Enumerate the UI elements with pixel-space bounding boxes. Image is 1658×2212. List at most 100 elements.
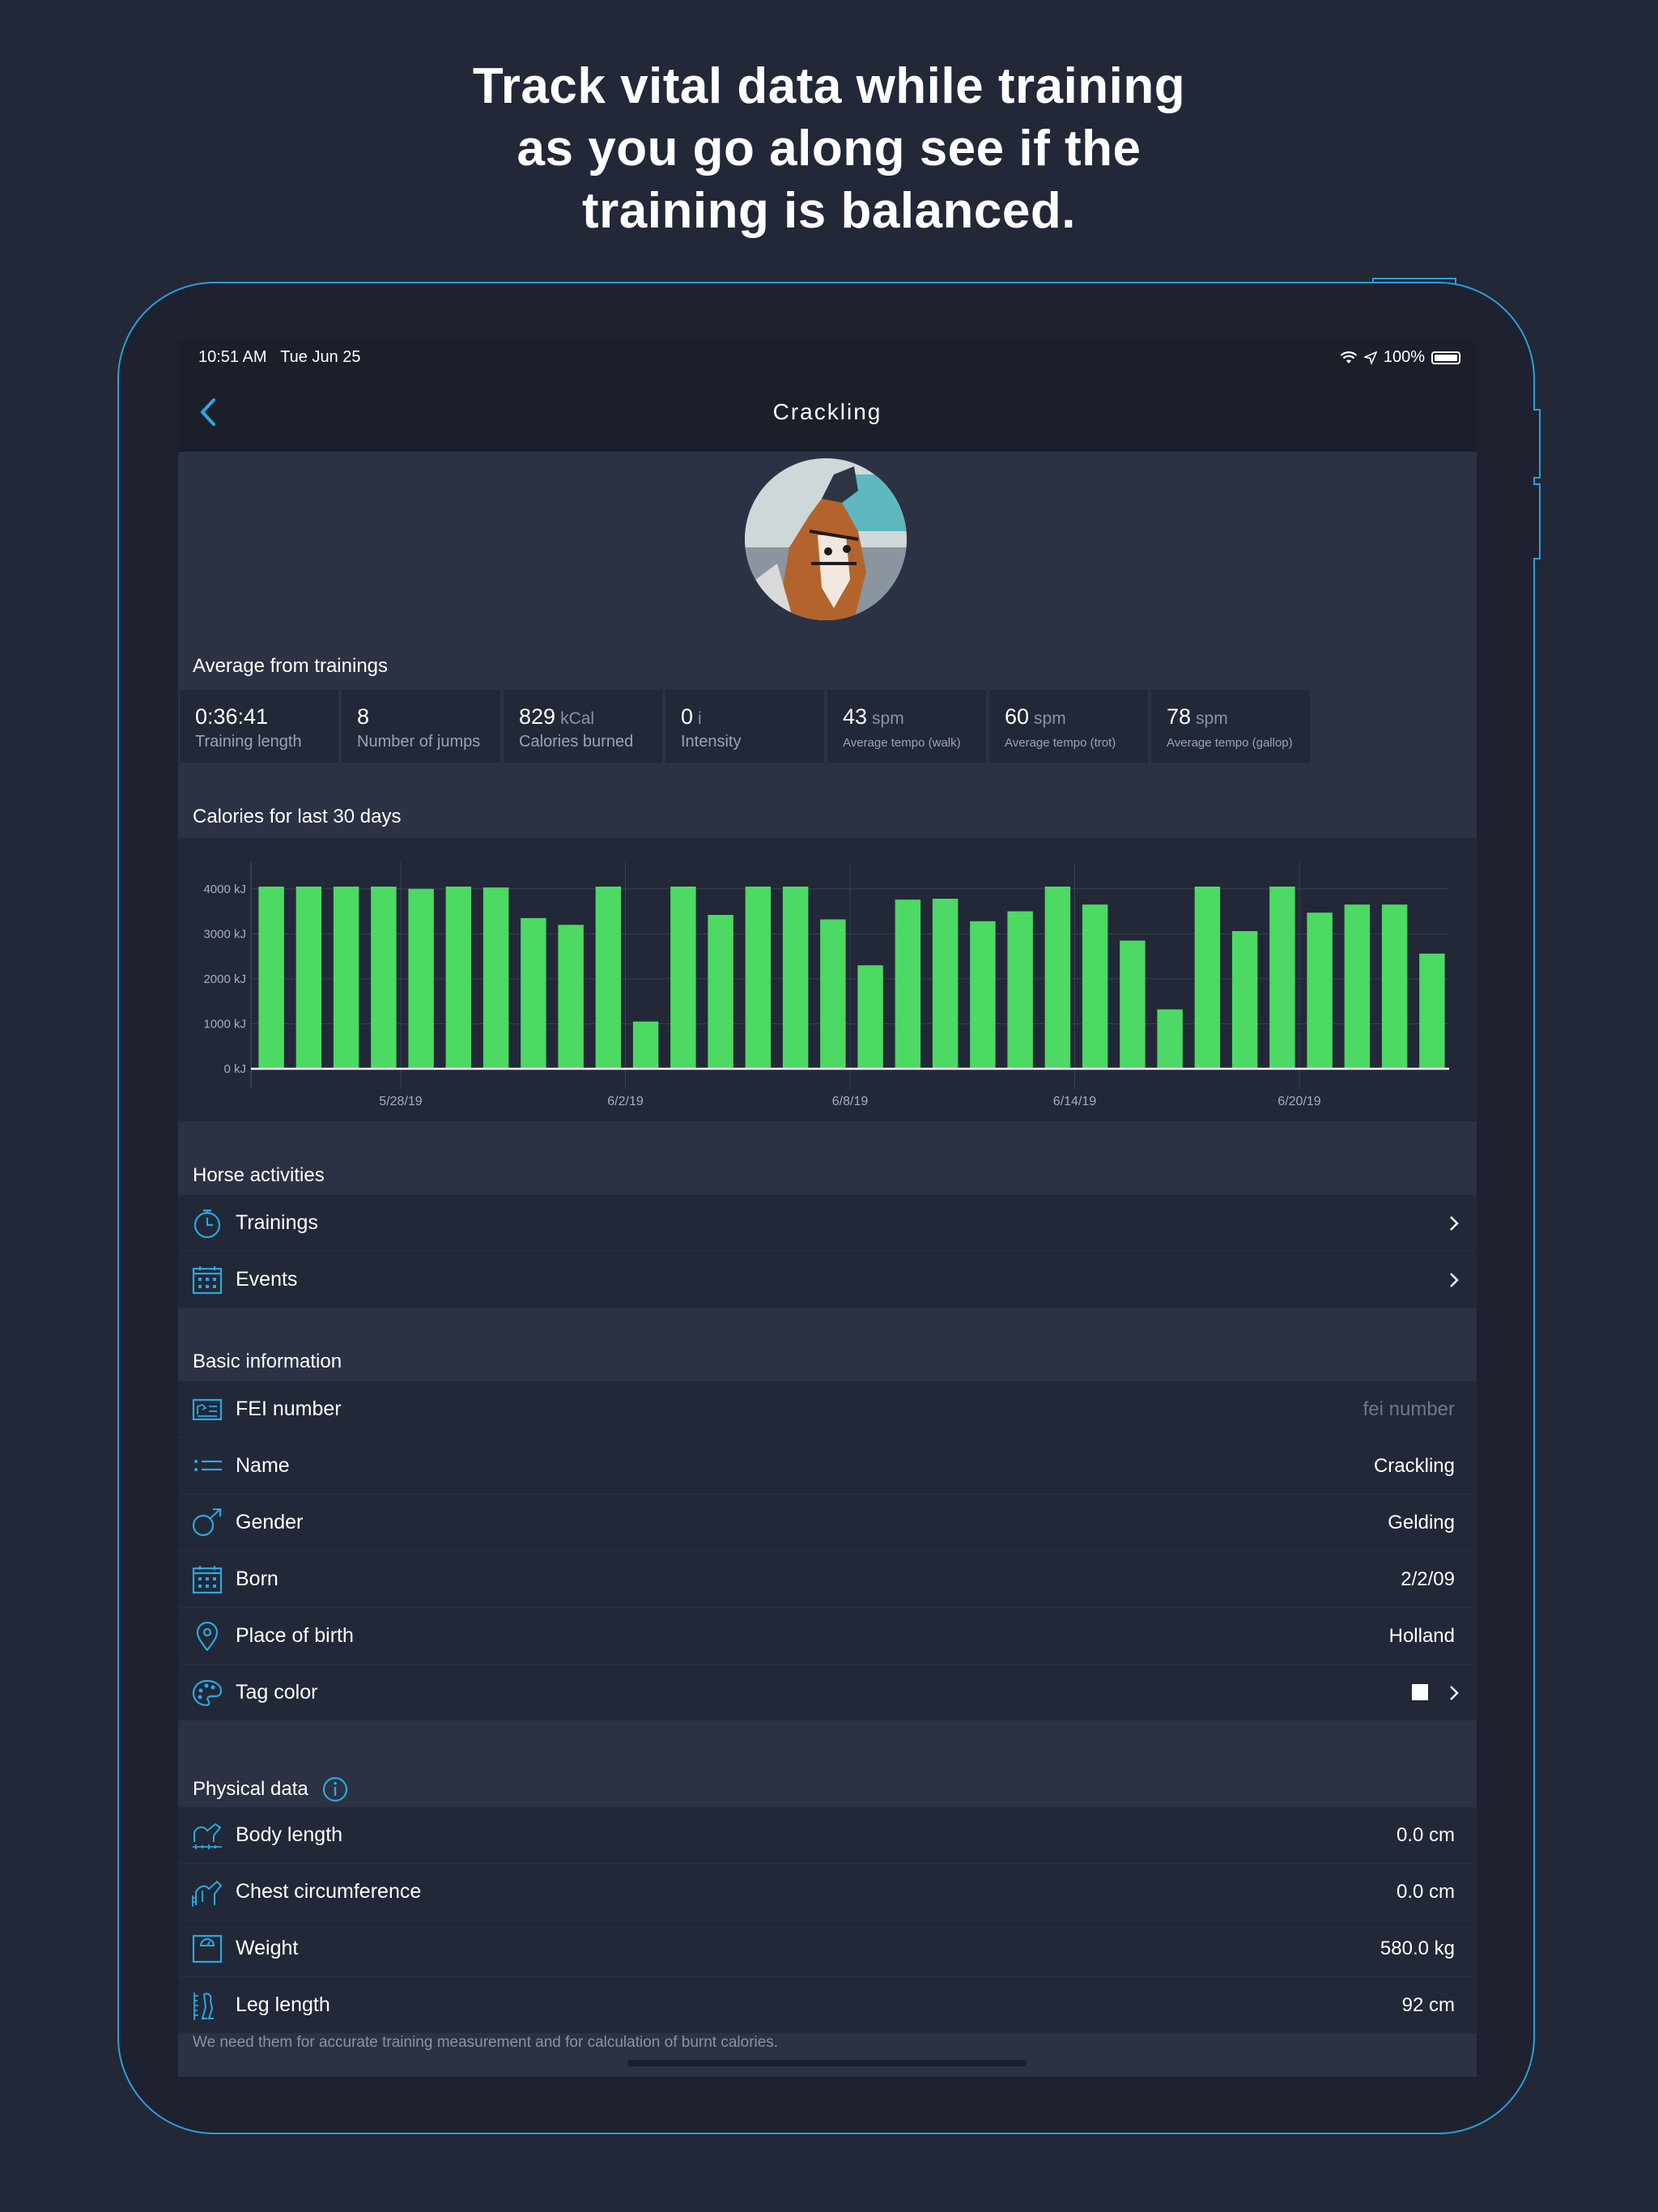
tag-color-swatch	[1412, 1684, 1428, 1700]
chart-bar	[782, 887, 809, 1069]
status-time: 10:51 AM Tue Jun 25	[198, 348, 361, 367]
gender-value[interactable]: Gelding	[1388, 1512, 1455, 1534]
born-value[interactable]: 2/2/09	[1401, 1568, 1455, 1590]
born-row[interactable]: Born 2/2/09	[178, 1551, 1477, 1608]
stat-unit: spm	[1034, 709, 1066, 728]
device-volume-up	[1533, 409, 1541, 479]
name-row[interactable]: Name Crackling	[178, 1438, 1477, 1495]
palette-icon	[192, 1679, 223, 1707]
chart-bar	[1419, 953, 1445, 1069]
fei-number-row[interactable]: FEI number fei number	[178, 1381, 1477, 1438]
averages-stats: 0:36:41 Training length 8 Number of jump…	[180, 690, 1310, 763]
stat-label: Calories burned	[519, 733, 634, 751]
marketing-headline: Track vital data while training as you g…	[0, 55, 1658, 242]
location-arrow-icon	[1363, 351, 1377, 364]
row-label: Name	[236, 1454, 290, 1477]
device-volume-down	[1533, 483, 1541, 559]
stopwatch-icon	[193, 1209, 221, 1238]
stat-label: Intensity	[681, 733, 742, 751]
wifi-icon	[1340, 351, 1358, 364]
chart-bar	[445, 887, 472, 1069]
place-of-birth-value[interactable]: Holland	[1388, 1625, 1455, 1647]
horse-body-ruler-icon	[193, 1823, 222, 1849]
row-label: Place of birth	[236, 1624, 354, 1647]
calories-chart-title: Calories for last 30 days	[193, 806, 402, 827]
navigation-bar: Crackling	[178, 372, 1477, 453]
x-tick-label: 6/2/19	[607, 1095, 644, 1108]
leg-length-value[interactable]: 92 cm	[1401, 1994, 1455, 2016]
horse-chest-measure-icon	[192, 1880, 223, 1907]
physical-data-footnote: We need them for accurate training measu…	[193, 2034, 779, 2051]
headline-line-3: training is balanced.	[582, 183, 1076, 239]
status-indicators: 100%	[1340, 348, 1460, 367]
id-card-icon	[192, 1398, 223, 1421]
battery-percent: 100%	[1383, 348, 1425, 366]
basic-info-list: FEI number fei number Name Crackling Gen…	[178, 1381, 1477, 1721]
back-chevron-icon[interactable]	[193, 393, 225, 431]
chart-bar	[1344, 904, 1371, 1069]
stat-tempo-gallop: 78 spm Average tempo (gallop)	[1151, 690, 1310, 763]
body-length-value[interactable]: 0.0 cm	[1396, 1824, 1455, 1846]
chest-circumference-value[interactable]: 0.0 cm	[1396, 1881, 1455, 1903]
chart-bar	[932, 899, 959, 1069]
activities-row-trainings[interactable]: Trainings	[178, 1195, 1477, 1252]
weight-value[interactable]: 580.0 kg	[1380, 1938, 1455, 1959]
chart-bar	[970, 921, 996, 1069]
chart-bar	[745, 887, 772, 1069]
place-of-birth-row[interactable]: Place of birth Holland	[178, 1608, 1477, 1665]
home-indicator[interactable]	[627, 2060, 1027, 2066]
activities-row-events[interactable]: Events	[178, 1252, 1477, 1308]
row-label: Trainings	[236, 1211, 318, 1234]
chevron-right-icon	[1450, 1686, 1459, 1700]
x-tick-label: 6/20/19	[1278, 1095, 1320, 1108]
stat-label: Average tempo (walk)	[843, 736, 961, 750]
chart-bar	[1231, 931, 1258, 1069]
stat-number-of-jumps: 8 Number of jumps	[342, 690, 500, 763]
gender-row[interactable]: Gender Gelding	[178, 1495, 1477, 1551]
stat-training-length: 0:36:41 Training length	[180, 690, 338, 763]
horse-leg-ruler-icon	[193, 1993, 214, 2020]
chart-bar	[1082, 904, 1108, 1069]
info-icon[interactable]	[321, 1776, 349, 1803]
device-top-button	[1372, 278, 1456, 285]
calendar-icon	[192, 1266, 223, 1295]
name-value[interactable]: Crackling	[1373, 1455, 1455, 1477]
row-label: Body length	[236, 1823, 343, 1846]
stat-calories-burned: 829 kCal Calories burned	[504, 690, 662, 763]
weight-row[interactable]: Weight 580.0 kg	[178, 1921, 1477, 1977]
headline-line-2: as you go along see if the	[517, 121, 1141, 177]
stat-value: 78	[1167, 704, 1192, 729]
x-tick-label: 6/8/19	[832, 1095, 869, 1108]
y-tick-label: 0 kJ	[223, 1062, 246, 1076]
body-length-row[interactable]: Body length 0.0 cm	[178, 1807, 1477, 1864]
fei-number-input[interactable]: fei number	[1363, 1398, 1455, 1420]
chart-bar	[258, 887, 284, 1069]
row-label: Tag color	[236, 1681, 318, 1704]
stat-value: 829	[519, 704, 556, 729]
row-label: Events	[236, 1268, 298, 1291]
horse-photo-image	[745, 458, 907, 620]
horse-activities-title: Horse activities	[193, 1164, 325, 1186]
horse-activities-list: Trainings Events	[178, 1195, 1477, 1308]
row-label: FEI number	[236, 1397, 342, 1420]
y-tick-label: 3000 kJ	[203, 927, 246, 941]
chart-bar	[632, 1021, 659, 1069]
list-icon	[194, 1460, 222, 1471]
chart-bar	[521, 917, 546, 1069]
chevron-right-icon	[1450, 1273, 1459, 1287]
location-pin-icon	[196, 1622, 219, 1651]
chart-bar	[1269, 887, 1295, 1069]
chart-bar	[1381, 904, 1408, 1069]
stat-label: Average tempo (gallop)	[1167, 736, 1293, 750]
chest-circumference-row[interactable]: Chest circumference 0.0 cm	[178, 1864, 1477, 1921]
row-label: Born	[236, 1568, 278, 1590]
calories-chart: 0 kJ 1000 kJ 2000 kJ 3000 kJ 4000 kJ 5/28/19 6…	[178, 838, 1477, 1121]
leg-length-row[interactable]: Leg length 92 cm	[178, 1977, 1477, 2033]
row-label: Weight	[236, 1937, 299, 1959]
horse-avatar[interactable]	[745, 458, 907, 620]
y-tick-label: 1000 kJ	[203, 1017, 246, 1031]
tag-color-row[interactable]: Tag color	[178, 1665, 1477, 1721]
stat-unit: i	[698, 709, 702, 728]
y-tick-label: 4000 kJ	[203, 883, 246, 896]
physical-data-title: Physical data	[193, 1778, 308, 1800]
